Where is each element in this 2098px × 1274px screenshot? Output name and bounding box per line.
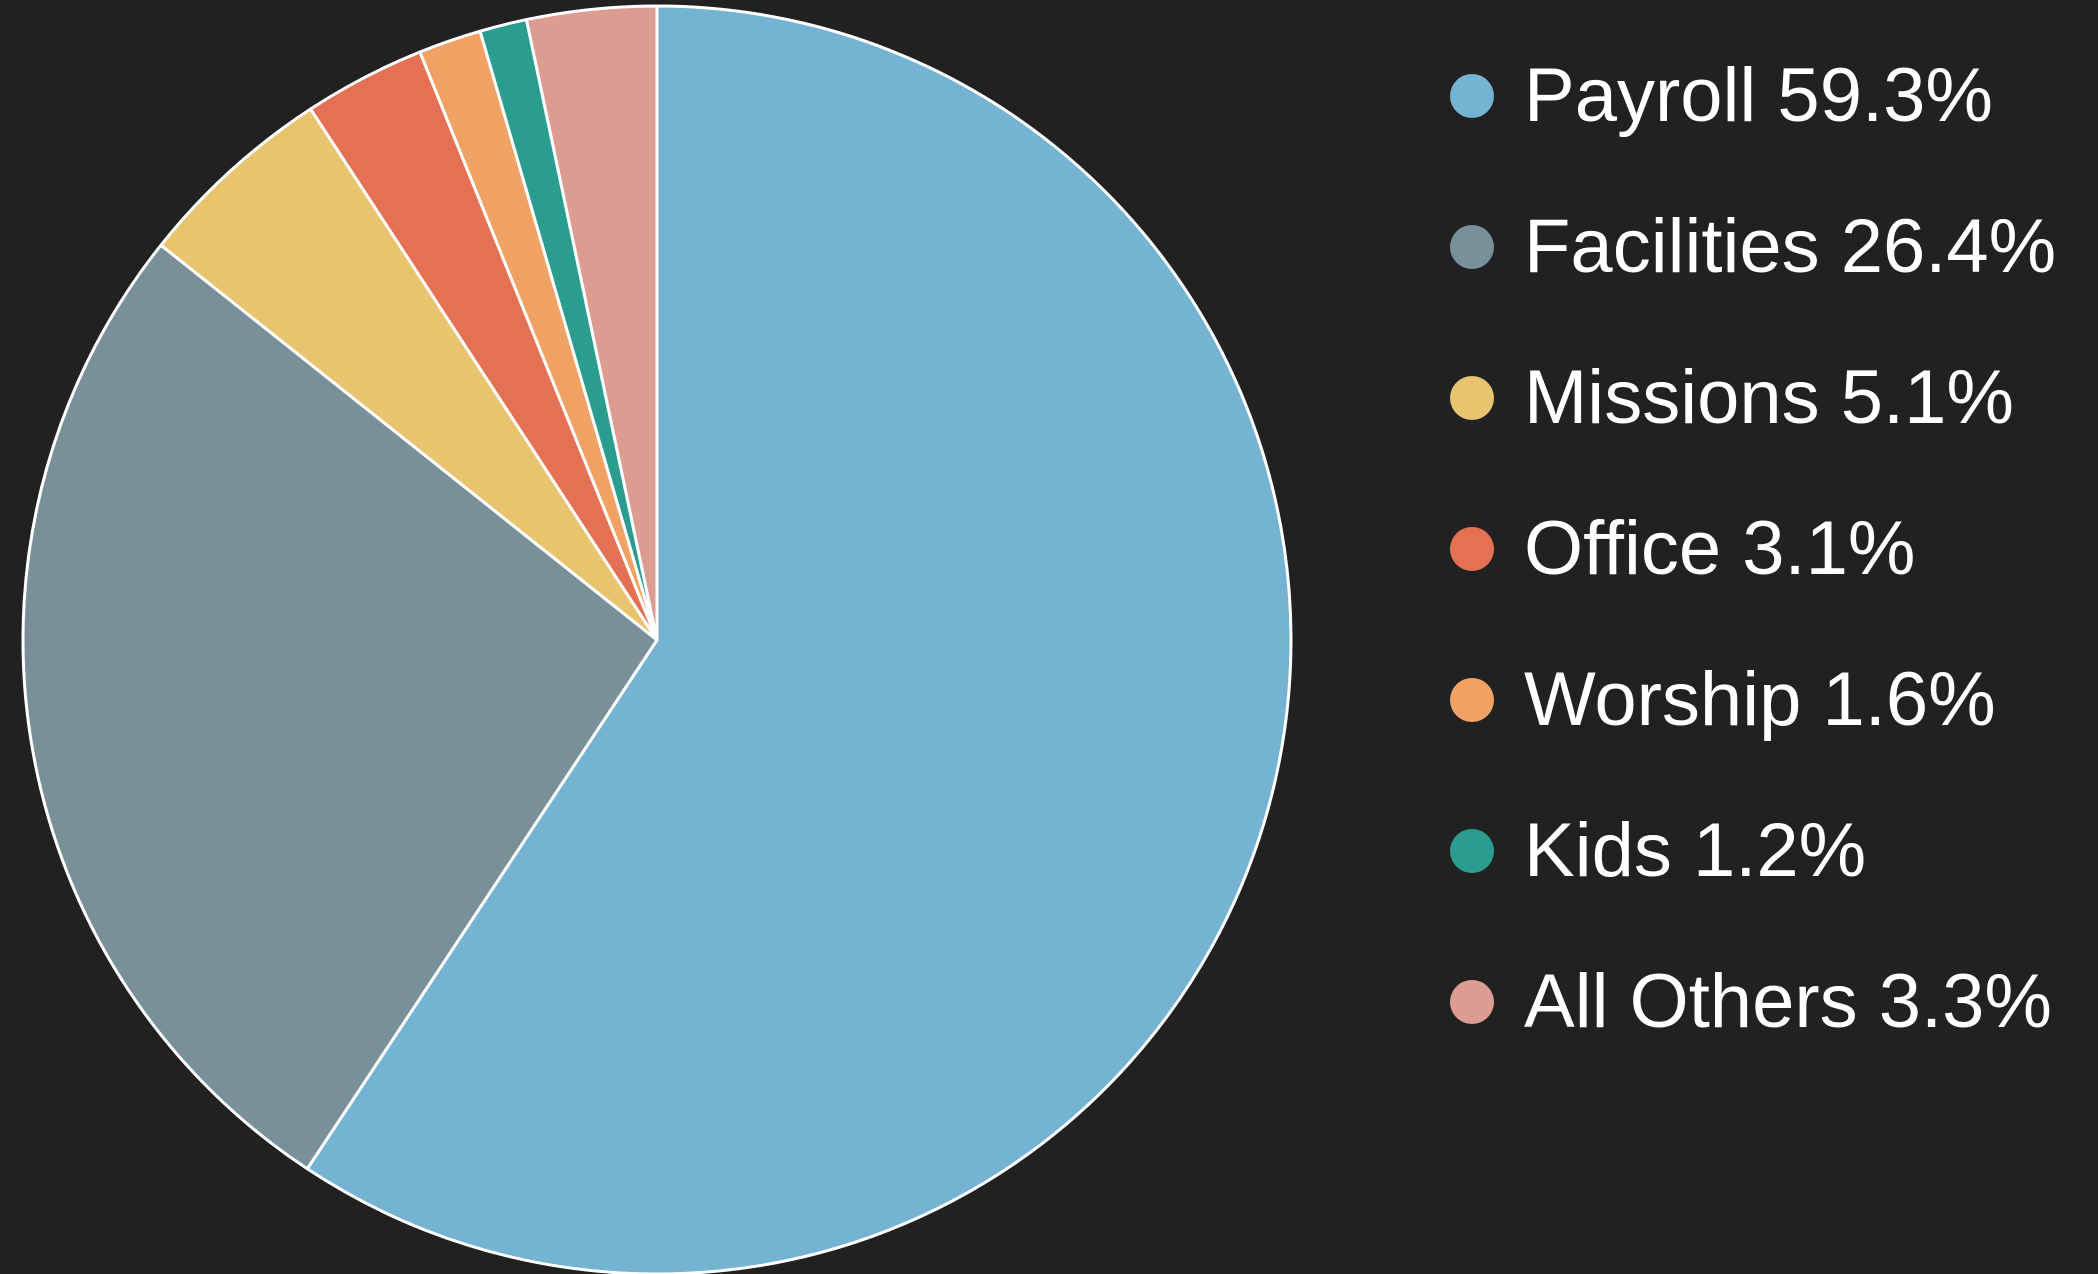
legend-swatch-payroll <box>1450 73 1494 118</box>
legend-item-facilities: Facilities 26.4% <box>1450 171 2090 322</box>
pie-slice-facilities <box>21 243 659 1171</box>
legend-swatch-office <box>1450 526 1494 571</box>
pie-slice-all-others <box>524 4 659 642</box>
legend-item-worship: Worship 1.6% <box>1450 624 2090 775</box>
legend-label-worship: Worship 1.6% <box>1524 657 1996 742</box>
legend-label-payroll: Payroll 59.3% <box>1524 53 1993 138</box>
legend-item-missions: Missions 5.1% <box>1450 322 2090 473</box>
legend-item-kids: Kids 1.2% <box>1450 775 2090 926</box>
legend-swatch-facilities <box>1450 224 1494 269</box>
legend-item-office: Office 3.1% <box>1450 473 2090 624</box>
legend-label-kids: Kids 1.2% <box>1524 808 1867 893</box>
legend-swatch-kids <box>1450 828 1494 873</box>
legend-swatch-worship <box>1450 677 1494 722</box>
legend-item-payroll: Payroll 59.3% <box>1450 20 2090 171</box>
legend-label-facilities: Facilities 26.4% <box>1524 204 2057 289</box>
legend-swatch-missions <box>1450 375 1494 420</box>
legend-label-office: Office 3.1% <box>1524 506 1916 591</box>
legend-swatch-all-others <box>1450 979 1494 1024</box>
chart-legend: Payroll 59.3% Facilities 26.4% Missions … <box>1450 20 2090 1077</box>
pie-slice-missions <box>159 107 659 642</box>
legend-label-missions: Missions 5.1% <box>1524 355 2014 440</box>
legend-item-all-others: All Others 3.3% <box>1450 926 2090 1077</box>
legend-label-all-others: All Others 3.3% <box>1524 959 2052 1044</box>
